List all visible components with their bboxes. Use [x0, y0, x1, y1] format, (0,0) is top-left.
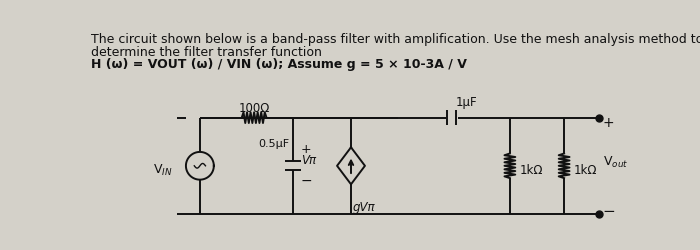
Text: 1kΩ: 1kΩ	[519, 164, 542, 176]
Text: V$_{IN}$: V$_{IN}$	[153, 162, 173, 178]
Text: gVπ: gVπ	[353, 201, 375, 213]
Text: 1μF: 1μF	[456, 95, 477, 108]
Text: H (ω) = VOUT (ω) / VIN (ω); Assume g = 5 × 10-3A / V: H (ω) = VOUT (ω) / VIN (ω); Assume g = 5…	[92, 58, 468, 70]
Text: −: −	[603, 203, 615, 218]
Text: 100Ω: 100Ω	[239, 101, 270, 114]
Text: Vπ: Vπ	[300, 154, 316, 166]
Text: 1kΩ: 1kΩ	[573, 164, 597, 176]
Text: V$_{out}$: V$_{out}$	[603, 155, 628, 170]
Text: +: +	[300, 143, 312, 156]
Text: The circuit shown below is a band-pass filter with amplification. Use the mesh a: The circuit shown below is a band-pass f…	[92, 33, 700, 46]
Text: 0.5μF: 0.5μF	[258, 138, 289, 148]
Text: −: −	[300, 173, 312, 187]
Text: determine the filter transfer function: determine the filter transfer function	[92, 45, 322, 58]
Text: +: +	[603, 115, 615, 129]
